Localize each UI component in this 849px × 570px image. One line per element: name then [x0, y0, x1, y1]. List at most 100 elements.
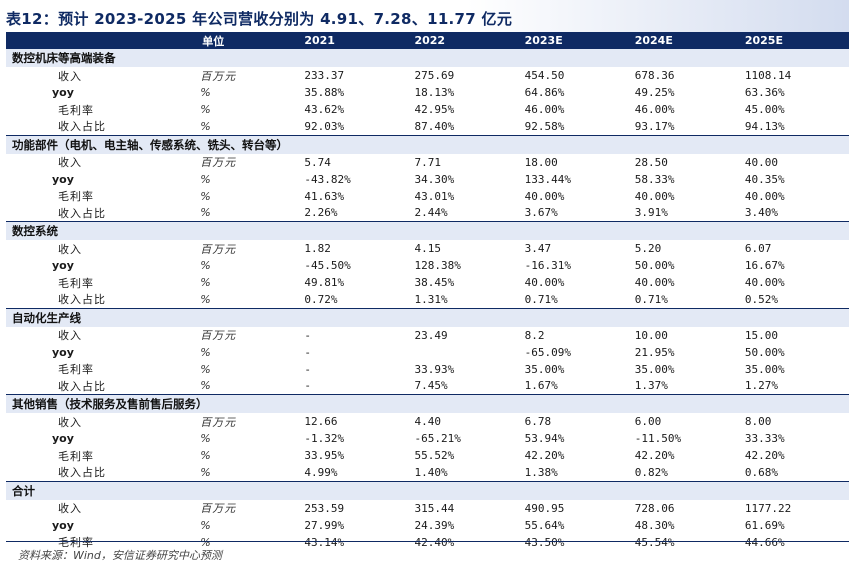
value-cell: 35.00%	[524, 362, 565, 376]
table-row: 收入占比% 4.99% 1.40% 1.38% 0.82% 0.68%	[6, 464, 849, 481]
value-cell: 43.62%	[304, 103, 345, 116]
value-cell: -	[304, 345, 311, 359]
row-unit: %	[200, 465, 212, 479]
row-label: 收入占比	[58, 206, 106, 220]
value-cell: 35.00%	[744, 362, 785, 376]
value-cell: -11.50%	[634, 432, 682, 445]
table-row: 收入 百万元 233.37 275.69 454.50 678.36 1108.14	[6, 67, 849, 84]
value-cell: 42.40%	[414, 535, 455, 549]
value-cell: 4.40	[414, 415, 441, 428]
value-cell: 42.20%	[634, 449, 675, 462]
value-cell: -45.50%	[304, 259, 351, 272]
table-row: 收入 百万元 253.59 315.44 490.95 728.06 1177.22	[6, 500, 849, 517]
title-bar: 表12：预计 2023-2025 年公司营收分别为 4.91、7.28、11.7…	[0, 0, 849, 32]
row-unit: %	[200, 276, 212, 289]
value-cell: 3.91%	[634, 206, 668, 220]
table-row: 收入 百万元 5.74 7.71 18.00 28.50 40.00	[6, 154, 849, 171]
source-note: 资料来源：Wind，安信证券研究中心预测	[18, 549, 222, 562]
table-row: 收入占比% 0.72% 1.31% 0.71% 0.71% 0.52%	[6, 291, 849, 308]
row-unit: %	[200, 345, 212, 359]
value-cell: 35.00%	[634, 362, 675, 376]
value-cell: 45.54%	[634, 535, 675, 549]
value-cell: 33.33%	[744, 432, 785, 445]
value-cell: 5.74	[304, 155, 331, 169]
value-cell: 40.00%	[634, 189, 675, 203]
value-cell: 61.69%	[744, 518, 785, 532]
table-row: 毛利率% 49.81% 38.45% 40.00% 40.00% 40.00%	[6, 274, 849, 291]
section-header-row: 其他销售（技术服务及售前售后服务）	[6, 394, 849, 413]
table-bottom-rule	[6, 541, 849, 542]
table-row: 收入 百万元 12.66 4.40 6.78 6.00 8.00	[6, 413, 849, 430]
table-title: 表12：预计 2023-2025 年公司营收分别为 4.91、7.28、11.7…	[6, 10, 513, 28]
header-cell-unit: 单位	[202, 34, 225, 48]
value-cell: 1177.22	[744, 501, 792, 515]
section-title: 数控机床等高端装备	[12, 51, 116, 65]
value-cell: -	[304, 379, 311, 393]
row-unit: %	[200, 103, 212, 116]
section-title: 自动化生产线	[6, 307, 849, 327]
row-unit: %	[200, 206, 212, 220]
value-cell: 43.01%	[414, 189, 455, 203]
row-unit: 百万元	[200, 329, 237, 342]
value-cell: 28.50	[634, 155, 668, 169]
value-cell: 64.86%	[524, 86, 565, 99]
row-label: 收入	[58, 242, 82, 256]
value-cell: 16.67%	[744, 259, 785, 272]
row-unit: 百万元	[200, 242, 237, 256]
value-cell: 24.39%	[414, 518, 455, 532]
value-cell: 4.15	[414, 242, 441, 255]
value-cell: 0.68%	[744, 465, 778, 479]
section-title: 合计	[6, 480, 849, 500]
value-cell: 63.36%	[744, 86, 785, 99]
value-cell: -	[304, 328, 311, 342]
table-body: 数控机床等高端装备 收入 百万元 233.37 275.69 454.50 678.36 11…	[6, 49, 849, 551]
row-unit: %	[200, 259, 212, 272]
value-cell: 93.17%	[634, 119, 675, 133]
value-cell: -65.21%	[414, 432, 461, 445]
revenue-forecast-table: 单位 2021 2022 2023E 2024E 2025E 数控机床等高端装备…	[6, 32, 849, 551]
value-cell: 40.35%	[744, 172, 785, 186]
value-cell: 7.45%	[414, 379, 448, 393]
row-label: 收入	[58, 502, 82, 515]
value-cell: 315.44	[414, 501, 455, 515]
value-cell: 3.47	[524, 242, 552, 255]
value-cell: 0.82%	[634, 465, 668, 479]
value-cell: 0.52%	[744, 292, 778, 306]
value-cell: 0.71%	[524, 292, 558, 306]
row-label: 收入	[58, 415, 82, 429]
row-label: 毛利率	[58, 276, 94, 290]
row-unit: 百万元	[200, 69, 237, 83]
value-cell: 42.20%	[524, 449, 565, 462]
value-cell: 43.14%	[304, 535, 345, 549]
value-cell: 44.66%	[744, 535, 785, 549]
table-row: 毛利率% 33.95% 55.52% 42.20% 42.20% 42.20%	[6, 447, 849, 464]
value-cell: 12.66	[304, 415, 338, 428]
value-cell: 7.71	[414, 155, 441, 169]
row-unit: %	[200, 292, 212, 306]
value-cell: 728.06	[634, 501, 675, 515]
value-cell: 133.44%	[524, 172, 571, 186]
value-cell: 1.27%	[744, 379, 778, 393]
value-cell: 38.45%	[414, 276, 455, 289]
value-cell: 45.00%	[744, 103, 785, 116]
value-cell: 0.72%	[304, 292, 338, 306]
value-cell: 87.40%	[414, 119, 455, 133]
value-cell: 53.94%	[524, 432, 565, 445]
value-cell: 94.13%	[744, 119, 785, 133]
value-cell: 6.00	[634, 415, 662, 428]
row-unit: %	[200, 449, 212, 462]
value-cell: 233.37	[304, 69, 345, 82]
value-cell: 1.37%	[634, 379, 668, 393]
value-cell: 15.00	[744, 328, 778, 342]
row-label: 毛利率	[58, 363, 94, 376]
row-label: 收入占比	[58, 466, 106, 480]
value-cell: 0.71%	[634, 292, 668, 306]
table-row: 毛利率% - 33.93% 35.00% 35.00% 35.00%	[6, 361, 849, 378]
value-cell: 34.30%	[414, 172, 455, 186]
row-unit: %	[200, 362, 212, 376]
value-cell: 454.50	[524, 69, 565, 82]
header-cell-2023e: 2023E	[524, 34, 563, 47]
value-cell: 18.13%	[414, 86, 455, 99]
table-row: yoy% -1.32% -65.21% 53.94% -11.50% 33.33%	[6, 430, 849, 447]
row-unit: %	[200, 189, 212, 203]
